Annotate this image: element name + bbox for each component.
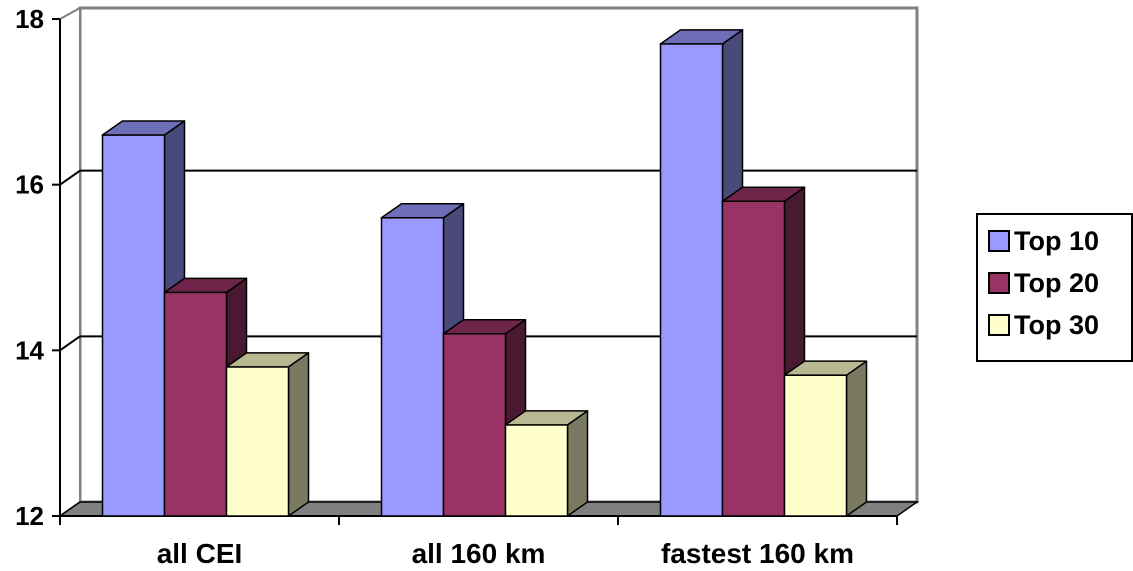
bar-top (721, 186, 806, 202)
bar-top (783, 360, 868, 376)
gridline-side (59, 335, 81, 352)
bar-front (504, 424, 569, 517)
bars (101, 29, 868, 517)
y-tick-label: 14 (15, 335, 44, 365)
category-labels: all CEI all 160 km fastest 160 km (157, 538, 854, 569)
y-tick-label: 18 (15, 4, 44, 34)
bar (783, 360, 868, 517)
bar-side (287, 352, 310, 517)
bar-top (659, 29, 744, 45)
bar-top (442, 319, 527, 335)
legend-items: Top 10 Top 20 Top 30 (988, 226, 1099, 340)
bar-front (380, 217, 445, 517)
category-label: fastest 160 km (661, 538, 854, 569)
legend-label: Top 30 (1014, 310, 1099, 340)
gridline-side (59, 169, 81, 186)
legend-label: Top 20 (1014, 268, 1099, 298)
y-tick-label: 16 (15, 170, 44, 200)
bar-top (163, 277, 248, 294)
category-label: all 160 km (412, 538, 546, 569)
bar (504, 410, 589, 517)
legend: Top 10 Top 20 Top 30 (976, 213, 1133, 362)
bar-front (442, 333, 507, 517)
legend-swatch (988, 230, 1010, 252)
bar-front (659, 43, 724, 517)
legend-item: Top 20 (988, 268, 1099, 298)
bar-side (845, 360, 868, 517)
legend-swatch (988, 314, 1010, 336)
y-tick-label: 12 (15, 501, 44, 531)
bar-front (163, 291, 228, 517)
x-ticks (59, 516, 898, 525)
bar-top (504, 410, 589, 426)
bar-top (101, 120, 186, 136)
legend-item: Top 10 (988, 226, 1099, 256)
legend-swatch (988, 272, 1010, 294)
bar-top (380, 203, 465, 219)
legend-label: Top 10 (1014, 226, 1099, 256)
bar (225, 352, 310, 517)
bar-side (566, 410, 589, 517)
legend-item: Top 30 (988, 310, 1099, 340)
bar-top (225, 352, 310, 368)
bar-front (225, 366, 290, 517)
bar (101, 120, 186, 517)
plot-side-wall (59, 6, 81, 518)
bar-front (783, 374, 848, 517)
bar-front (721, 200, 786, 517)
category-label: all CEI (157, 538, 243, 569)
y-ticks: 12 14 16 18 (15, 4, 60, 531)
bar-front (101, 134, 166, 517)
